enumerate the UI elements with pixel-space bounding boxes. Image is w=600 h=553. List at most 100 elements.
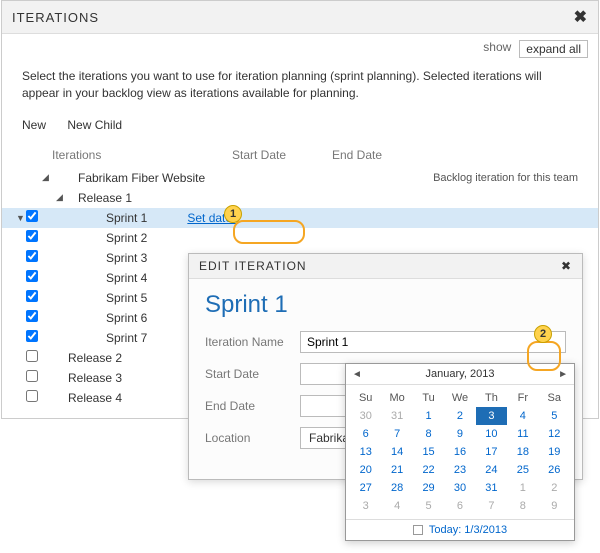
tree-release-row[interactable]: ◢Release 1 — [2, 188, 598, 208]
tree-release-label: Release 3 — [68, 371, 122, 385]
panel-title: ITERATIONS — [12, 10, 99, 25]
calendar-day[interactable]: 8 — [413, 425, 444, 443]
dow-label: Sa — [539, 389, 570, 407]
release-checkbox[interactable] — [26, 350, 38, 362]
dialog-close-icon[interactable]: ✖ — [561, 259, 572, 273]
calendar-day[interactable]: 2 — [444, 407, 475, 425]
calendar-day[interactable]: 6 — [350, 425, 381, 443]
sprint-checkbox[interactable] — [26, 210, 38, 222]
calendar-day[interactable]: 9 — [539, 497, 570, 515]
calendar-day[interactable]: 17 — [476, 443, 507, 461]
calendar-day[interactable]: 13 — [350, 443, 381, 461]
calendar-day[interactable]: 20 — [350, 461, 381, 479]
calendar-day[interactable]: 25 — [507, 461, 538, 479]
tree-sprint-label: Sprint 3 — [106, 251, 147, 265]
calendar-day[interactable]: 29 — [413, 479, 444, 497]
location-label: Location — [205, 431, 300, 445]
calendar-footer[interactable]: Today: 1/3/2013 — [346, 519, 574, 540]
sprint-checkbox[interactable] — [26, 270, 38, 282]
calendar-day[interactable]: 6 — [444, 497, 475, 515]
sprint-checkbox[interactable] — [26, 250, 38, 262]
tree-release-label: Release 2 — [68, 351, 122, 365]
calendar-day[interactable]: 31 — [476, 479, 507, 497]
row-checkbox-cell — [22, 290, 42, 305]
calendar-day[interactable]: 15 — [413, 443, 444, 461]
prev-month-icon[interactable]: ◄ — [352, 369, 362, 380]
dow-label: Tu — [413, 389, 444, 407]
calendar-day[interactable]: 5 — [413, 497, 444, 515]
calendar-day[interactable]: 27 — [350, 479, 381, 497]
sprint-checkbox[interactable] — [26, 310, 38, 322]
calendar-day[interactable]: 9 — [444, 425, 475, 443]
calendar-day[interactable]: 30 — [444, 479, 475, 497]
iterations-panel: ITERATIONS ✖ show expand all Select the … — [1, 0, 599, 419]
set-dates-link[interactable]: Set dates — [187, 211, 238, 225]
calendar-day[interactable]: 11 — [507, 425, 538, 443]
calendar-day[interactable]: 26 — [539, 461, 570, 479]
next-month-icon[interactable]: ► — [558, 369, 568, 380]
calendar-day[interactable]: 16 — [444, 443, 475, 461]
calendar-day[interactable]: 3 — [350, 497, 381, 515]
expand-icon[interactable]: ◢ — [56, 192, 70, 203]
show-link[interactable]: show — [483, 40, 511, 58]
calendar-day[interactable]: 30 — [350, 407, 381, 425]
calendar-day[interactable]: 24 — [476, 461, 507, 479]
tree-sprint-row[interactable]: ▼Sprint 1Set dates — [2, 208, 598, 228]
sprint-checkbox[interactable] — [26, 290, 38, 302]
sprint-checkbox[interactable] — [26, 330, 38, 342]
calendar-day[interactable]: 4 — [381, 497, 412, 515]
expand-icon[interactable]: ◢ — [42, 172, 56, 183]
calendar-day[interactable]: 14 — [381, 443, 412, 461]
calendar-day[interactable]: 1 — [507, 479, 538, 497]
tree-sprint-label: Sprint 7 — [106, 331, 147, 345]
dow-label: We — [444, 389, 475, 407]
row-checkbox-cell — [22, 330, 42, 345]
dow-label: Th — [476, 389, 507, 407]
tree-root-row[interactable]: ◢Fabrikam Fiber WebsiteBacklog iteration… — [2, 168, 598, 188]
calendar-day[interactable]: 4 — [507, 407, 538, 425]
tree-sprint-label: Sprint 5 — [106, 291, 147, 305]
sprint-checkbox[interactable] — [26, 230, 38, 242]
expand-all-button[interactable]: expand all — [519, 40, 588, 58]
calendar-header: ◄ January, 2013 ► — [346, 364, 574, 385]
calendar-day[interactable]: 8 — [507, 497, 538, 515]
dialog-header: EDIT ITERATION ✖ — [189, 254, 582, 279]
calendar-day[interactable]: 28 — [381, 479, 412, 497]
calendar-day[interactable]: 1 — [413, 407, 444, 425]
calendar-grid: SuMoTuWeThFrSa30311234567891011121314151… — [346, 385, 574, 519]
date-picker: ◄ January, 2013 ► SuMoTuWeThFrSa30311234… — [345, 363, 575, 541]
new-child-button[interactable]: New Child — [67, 118, 122, 132]
row-checkbox-cell — [22, 250, 42, 265]
row-checkbox-cell — [22, 230, 42, 245]
release-checkbox[interactable] — [26, 370, 38, 382]
calendar-day[interactable]: 31 — [381, 407, 412, 425]
col-iterations: Iterations — [52, 148, 232, 162]
calendar-day[interactable]: 23 — [444, 461, 475, 479]
new-button[interactable]: New — [22, 118, 46, 132]
calendar-day[interactable]: 5 — [539, 407, 570, 425]
calendar-day[interactable]: 22 — [413, 461, 444, 479]
panel-header: ITERATIONS ✖ — [2, 1, 598, 34]
column-headers: Iterations Start Date End Date — [2, 142, 598, 168]
tree-sprint-row[interactable]: Sprint 2 — [2, 228, 598, 248]
end-date-label: End Date — [205, 399, 300, 413]
row-checkbox-cell — [22, 210, 42, 225]
iteration-name-input[interactable] — [300, 331, 566, 353]
tree-root-label: Fabrikam Fiber Website — [78, 171, 205, 185]
calendar-day[interactable]: 7 — [381, 425, 412, 443]
calendar-day[interactable]: 19 — [539, 443, 570, 461]
calendar-day[interactable]: 2 — [539, 479, 570, 497]
row-checkbox-cell — [22, 390, 42, 405]
close-icon[interactable]: ✖ — [574, 7, 588, 27]
calendar-day[interactable]: 21 — [381, 461, 412, 479]
release-checkbox[interactable] — [26, 390, 38, 402]
calendar-day[interactable]: 10 — [476, 425, 507, 443]
month-label[interactable]: January, 2013 — [426, 368, 495, 380]
calendar-day[interactable]: 7 — [476, 497, 507, 515]
calendar-day[interactable]: 18 — [507, 443, 538, 461]
calendar-day[interactable]: 3 — [476, 407, 507, 425]
dow-label: Mo — [381, 389, 412, 407]
calendar-day[interactable]: 12 — [539, 425, 570, 443]
row-checkbox-cell — [22, 270, 42, 285]
dow-label: Fr — [507, 389, 538, 407]
